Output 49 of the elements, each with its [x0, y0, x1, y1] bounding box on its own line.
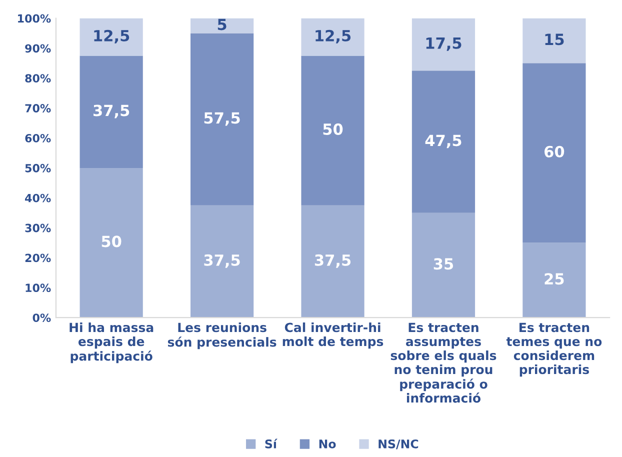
y-tick-label: 50%	[25, 164, 51, 172]
y-tick-label: 10%	[26, 284, 51, 292]
y-tick-label: 30%	[25, 224, 51, 232]
data-label: 50	[102, 236, 122, 248]
x-tick-label: Les reunions són presencials	[168, 322, 276, 350]
bar	[190, 205, 254, 318]
data-label: 35	[434, 258, 454, 270]
bar	[190, 33, 254, 206]
data-label: 15	[545, 34, 564, 46]
legend-label: NS/NC	[378, 439, 418, 450]
y-tick-label: 0%	[32, 314, 51, 322]
data-label: 5	[218, 18, 226, 30]
y-tick-label: 60%	[25, 134, 51, 142]
bar	[522, 63, 586, 243]
x-tick-label: Hi ha massa espais de participació	[70, 322, 154, 364]
bar	[80, 18, 143, 56]
bar	[412, 18, 476, 71]
y-tick-label: 100%	[18, 14, 51, 23]
data-label: 47,5	[425, 134, 462, 148]
y-tick-label: 70%	[25, 104, 51, 112]
data-label: 50	[323, 123, 343, 135]
bar	[301, 205, 364, 318]
legend-label: No	[319, 440, 336, 448]
data-label: 37,5	[94, 104, 130, 118]
data-label: 17,5	[426, 38, 462, 51]
data-label: 12,5	[316, 30, 351, 44]
data-label: 37,5	[314, 254, 351, 268]
bar	[80, 168, 143, 318]
bar	[190, 18, 254, 34]
bar	[301, 56, 364, 206]
bar	[412, 212, 476, 318]
bar	[301, 18, 364, 56]
x-tick-label: Es tracten temes que no considerem prioritaris	[506, 322, 602, 377]
data-label: 60	[544, 146, 564, 158]
bar	[412, 70, 476, 213]
data-label: 25	[544, 273, 564, 285]
data-label: 12,5	[94, 30, 130, 44]
y-tick-label: 80%	[25, 74, 51, 83]
y-tick-label: 90%	[25, 44, 51, 53]
bar	[522, 18, 586, 64]
data-label: 57,5	[204, 112, 240, 126]
y-tick-label: 20%	[25, 254, 51, 262]
bar	[80, 56, 143, 168]
x-tick-label: Es tracten assumptes sobre els quals no tenim prou preparació o informació	[390, 322, 496, 403]
legend-label: Sí	[265, 438, 278, 448]
bar	[522, 242, 586, 318]
y-tick-label: 40%	[25, 194, 51, 202]
x-tick-label: Cal invertir-hi molt de temps	[282, 322, 384, 349]
data-label: 37,5	[204, 254, 240, 268]
